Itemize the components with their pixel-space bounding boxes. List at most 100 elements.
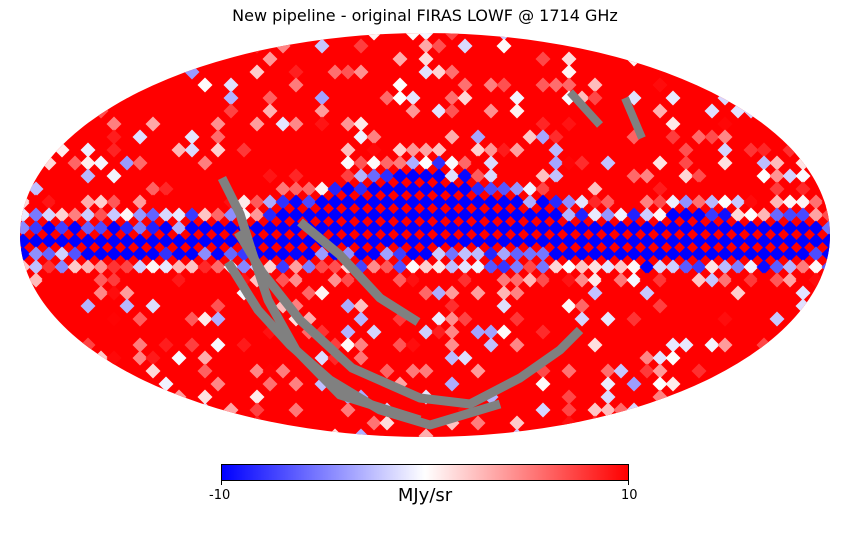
- map-pixel: [457, 272, 473, 288]
- map-pixel: [522, 272, 538, 288]
- map-pixel: [106, 350, 122, 366]
- map-pixel: [496, 298, 512, 314]
- map-pixel: [353, 311, 369, 327]
- map-pixel: [574, 194, 590, 210]
- map-pixel: [444, 337, 460, 353]
- map-pixel: [210, 220, 226, 236]
- colorbar-max-label: 10: [621, 488, 638, 503]
- map-pixel: [314, 246, 330, 262]
- map-pixel: [210, 116, 226, 132]
- map-pixel: [353, 168, 369, 184]
- map-pixel: [600, 233, 616, 249]
- map-pixel: [535, 51, 551, 67]
- map-pixel: [28, 233, 44, 249]
- map-pixel: [145, 246, 161, 262]
- map-pixel: [639, 259, 655, 275]
- map-pixel: [262, 90, 278, 106]
- map-pixel: [340, 155, 356, 171]
- map-pixel: [197, 194, 213, 210]
- map-pixel: [262, 194, 278, 210]
- map-pixel: [275, 272, 291, 288]
- map-pixel: [444, 311, 460, 327]
- map-pixel: [132, 350, 148, 366]
- map-pixel: [314, 38, 330, 54]
- map-pixel: [457, 207, 473, 223]
- map-pixel: [509, 142, 525, 158]
- map-pixel: [106, 259, 122, 275]
- map-pixel: [808, 220, 824, 236]
- map-pixel: [717, 116, 733, 132]
- map-pixel: [769, 207, 785, 223]
- map-pixel: [652, 376, 668, 392]
- map-pixel: [483, 181, 499, 197]
- map-pixel: [704, 207, 720, 223]
- map-pixel: [340, 64, 356, 80]
- map-pixel: [548, 155, 564, 171]
- map-title: New pipeline - original FIRAS LOWF @ 171…: [232, 6, 618, 25]
- map-pixel: [444, 246, 460, 262]
- map-pixel: [314, 285, 330, 301]
- map-pixel: [678, 246, 694, 262]
- map-pixel: [782, 272, 798, 288]
- map-pixel: [678, 155, 694, 171]
- map-pixel: [795, 220, 811, 236]
- map-pixel: [600, 311, 616, 327]
- map-pixel: [470, 181, 486, 197]
- map-pixel: [561, 233, 577, 249]
- map-pixel: [444, 324, 460, 340]
- map-pixel: [119, 298, 135, 314]
- map-pixel: [600, 155, 616, 171]
- map-pixel: [197, 389, 213, 405]
- map-pixel: [353, 233, 369, 249]
- map-pixel: [795, 181, 811, 197]
- map-pixel: [67, 233, 83, 249]
- map-pixel: [691, 168, 707, 184]
- map-pixel: [483, 77, 499, 93]
- map-pixel: [626, 246, 642, 262]
- map-pixel: [509, 246, 525, 262]
- map-pixel: [145, 233, 161, 249]
- map-pixel: [379, 181, 395, 197]
- map-pixel: [639, 285, 655, 301]
- map-pixel: [678, 168, 694, 184]
- map-pixel: [704, 194, 720, 210]
- map-pixel: [431, 220, 447, 236]
- map-pixel: [327, 272, 343, 288]
- map-pixel: [600, 246, 616, 262]
- map-pixel: [158, 259, 174, 275]
- map-pixel: [210, 259, 226, 275]
- map-pixel: [600, 272, 616, 288]
- map-pixel: [145, 194, 161, 210]
- map-pixel: [119, 259, 135, 275]
- map-pixel: [145, 363, 161, 379]
- map-pixel: [106, 168, 122, 184]
- map-pixel: [145, 116, 161, 132]
- map-pixel: [483, 337, 499, 353]
- map-pixel: [340, 181, 356, 197]
- map-pixel: [470, 259, 486, 275]
- map-pixel: [470, 220, 486, 236]
- map-pixel: [405, 207, 421, 223]
- map-pixel: [54, 272, 70, 288]
- map-pixel: [431, 272, 447, 288]
- map-pixel: [509, 311, 525, 327]
- map-pixel: [652, 363, 668, 379]
- map-pixel: [561, 155, 577, 171]
- map-pixel: [470, 363, 486, 379]
- map-pixel: [288, 168, 304, 184]
- map-pixel: [20, 220, 31, 236]
- map-pixel: [210, 194, 226, 210]
- map-pixel: [457, 350, 473, 366]
- map-pixel: [366, 33, 382, 41]
- map-pixel: [483, 324, 499, 340]
- map-pixel: [561, 64, 577, 80]
- map-pixel: [171, 350, 187, 366]
- map-pixel: [418, 168, 434, 184]
- map-pixel: [184, 311, 200, 327]
- map-pixel: [561, 259, 577, 275]
- map-pixel: [67, 272, 83, 288]
- map-pixel: [20, 233, 31, 249]
- map-pixel: [444, 129, 460, 145]
- map-pixel: [431, 246, 447, 262]
